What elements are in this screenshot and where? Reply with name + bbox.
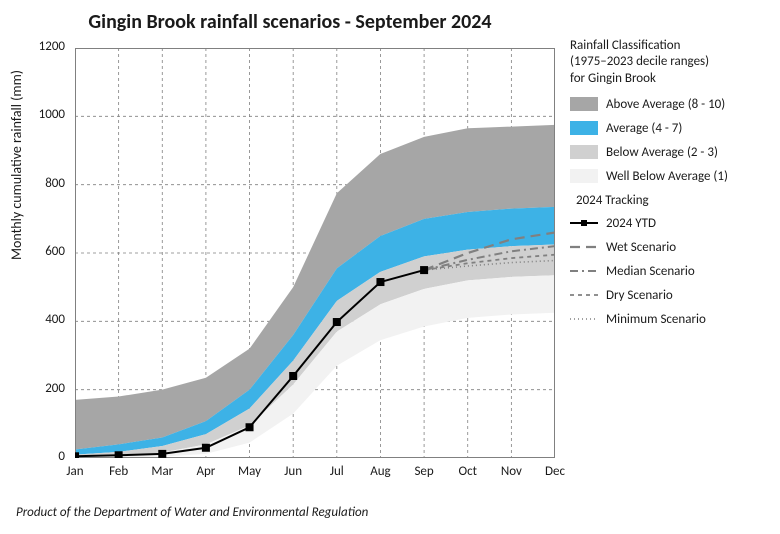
x-tick-label: Sep — [409, 464, 439, 479]
legend-tracking-title: 2024 Tracking — [576, 193, 770, 208]
legend-label: Wet Scenario — [606, 240, 676, 255]
x-tick-label: Jan — [60, 464, 90, 479]
legend: Rainfall Classification(1975–2023 decile… — [570, 38, 770, 336]
y-tick-label: 1200 — [25, 39, 65, 54]
x-tick-label: Feb — [104, 464, 134, 479]
x-tick-label: Mar — [147, 464, 177, 479]
x-tick-label: Aug — [365, 464, 395, 479]
x-tick-label: Apr — [191, 464, 221, 479]
legend-label: 2024 YTD — [606, 216, 656, 231]
legend-band-row: Average (4 - 7) — [570, 121, 770, 136]
legend-line-row: Median Scenario — [570, 264, 770, 279]
x-tick-label: Nov — [496, 464, 526, 479]
legend-line-row: Dry Scenario — [570, 288, 770, 303]
legend-band-row: Well Below Average (1) — [570, 169, 770, 184]
y-tick-label: 600 — [25, 244, 65, 259]
y-tick-label: 0 — [25, 449, 65, 464]
y-tick-label: 1000 — [25, 107, 65, 122]
legend-line-swatch — [570, 288, 598, 302]
legend-line-swatch — [570, 312, 598, 326]
chart-container: Gingin Brook rainfall scenarios - Septem… — [0, 0, 780, 534]
legend-label: Minimum Scenario — [606, 312, 706, 327]
legend-swatch — [570, 97, 598, 111]
legend-label: Dry Scenario — [606, 288, 673, 303]
plot-svg — [75, 48, 555, 458]
legend-line-row: 2024 YTD — [570, 216, 770, 231]
legend-line-swatch — [570, 264, 598, 278]
x-tick-label: Dec — [540, 464, 570, 479]
legend-band-row: Above Average (8 - 10) — [570, 97, 770, 112]
legend-line-swatch — [570, 240, 598, 254]
x-tick-label: May — [235, 464, 265, 479]
legend-label: Median Scenario — [606, 264, 695, 279]
plot-area: 020040060080010001200JanFebMarAprMayJunJ… — [75, 48, 555, 458]
y-tick-label: 200 — [25, 381, 65, 396]
y-tick-label: 800 — [25, 176, 65, 191]
chart-title: Gingin Brook rainfall scenarios - Septem… — [0, 10, 580, 34]
legend-band-row: Below Average (2 - 3) — [570, 145, 770, 160]
legend-label: Well Below Average (1) — [606, 169, 728, 184]
legend-header: Rainfall Classification(1975–2023 decile… — [570, 38, 770, 87]
y-axis-label: Monthly cumulative rainfall (mm) — [8, 70, 25, 260]
legend-label: Average (4 - 7) — [606, 121, 682, 136]
footer-attribution: Product of the Department of Water and E… — [16, 505, 368, 520]
x-tick-label: Jul — [322, 464, 352, 479]
legend-line-row: Minimum Scenario — [570, 312, 770, 327]
y-tick-label: 400 — [25, 312, 65, 327]
legend-line-row: Wet Scenario — [570, 240, 770, 255]
x-tick-label: Jun — [278, 464, 308, 479]
legend-line-swatch — [570, 216, 598, 230]
legend-label: Above Average (8 - 10) — [606, 97, 725, 112]
legend-swatch — [570, 121, 598, 135]
legend-swatch — [570, 145, 598, 159]
x-tick-label: Oct — [453, 464, 483, 479]
legend-swatch — [570, 169, 598, 183]
legend-label: Below Average (2 - 3) — [606, 145, 718, 160]
